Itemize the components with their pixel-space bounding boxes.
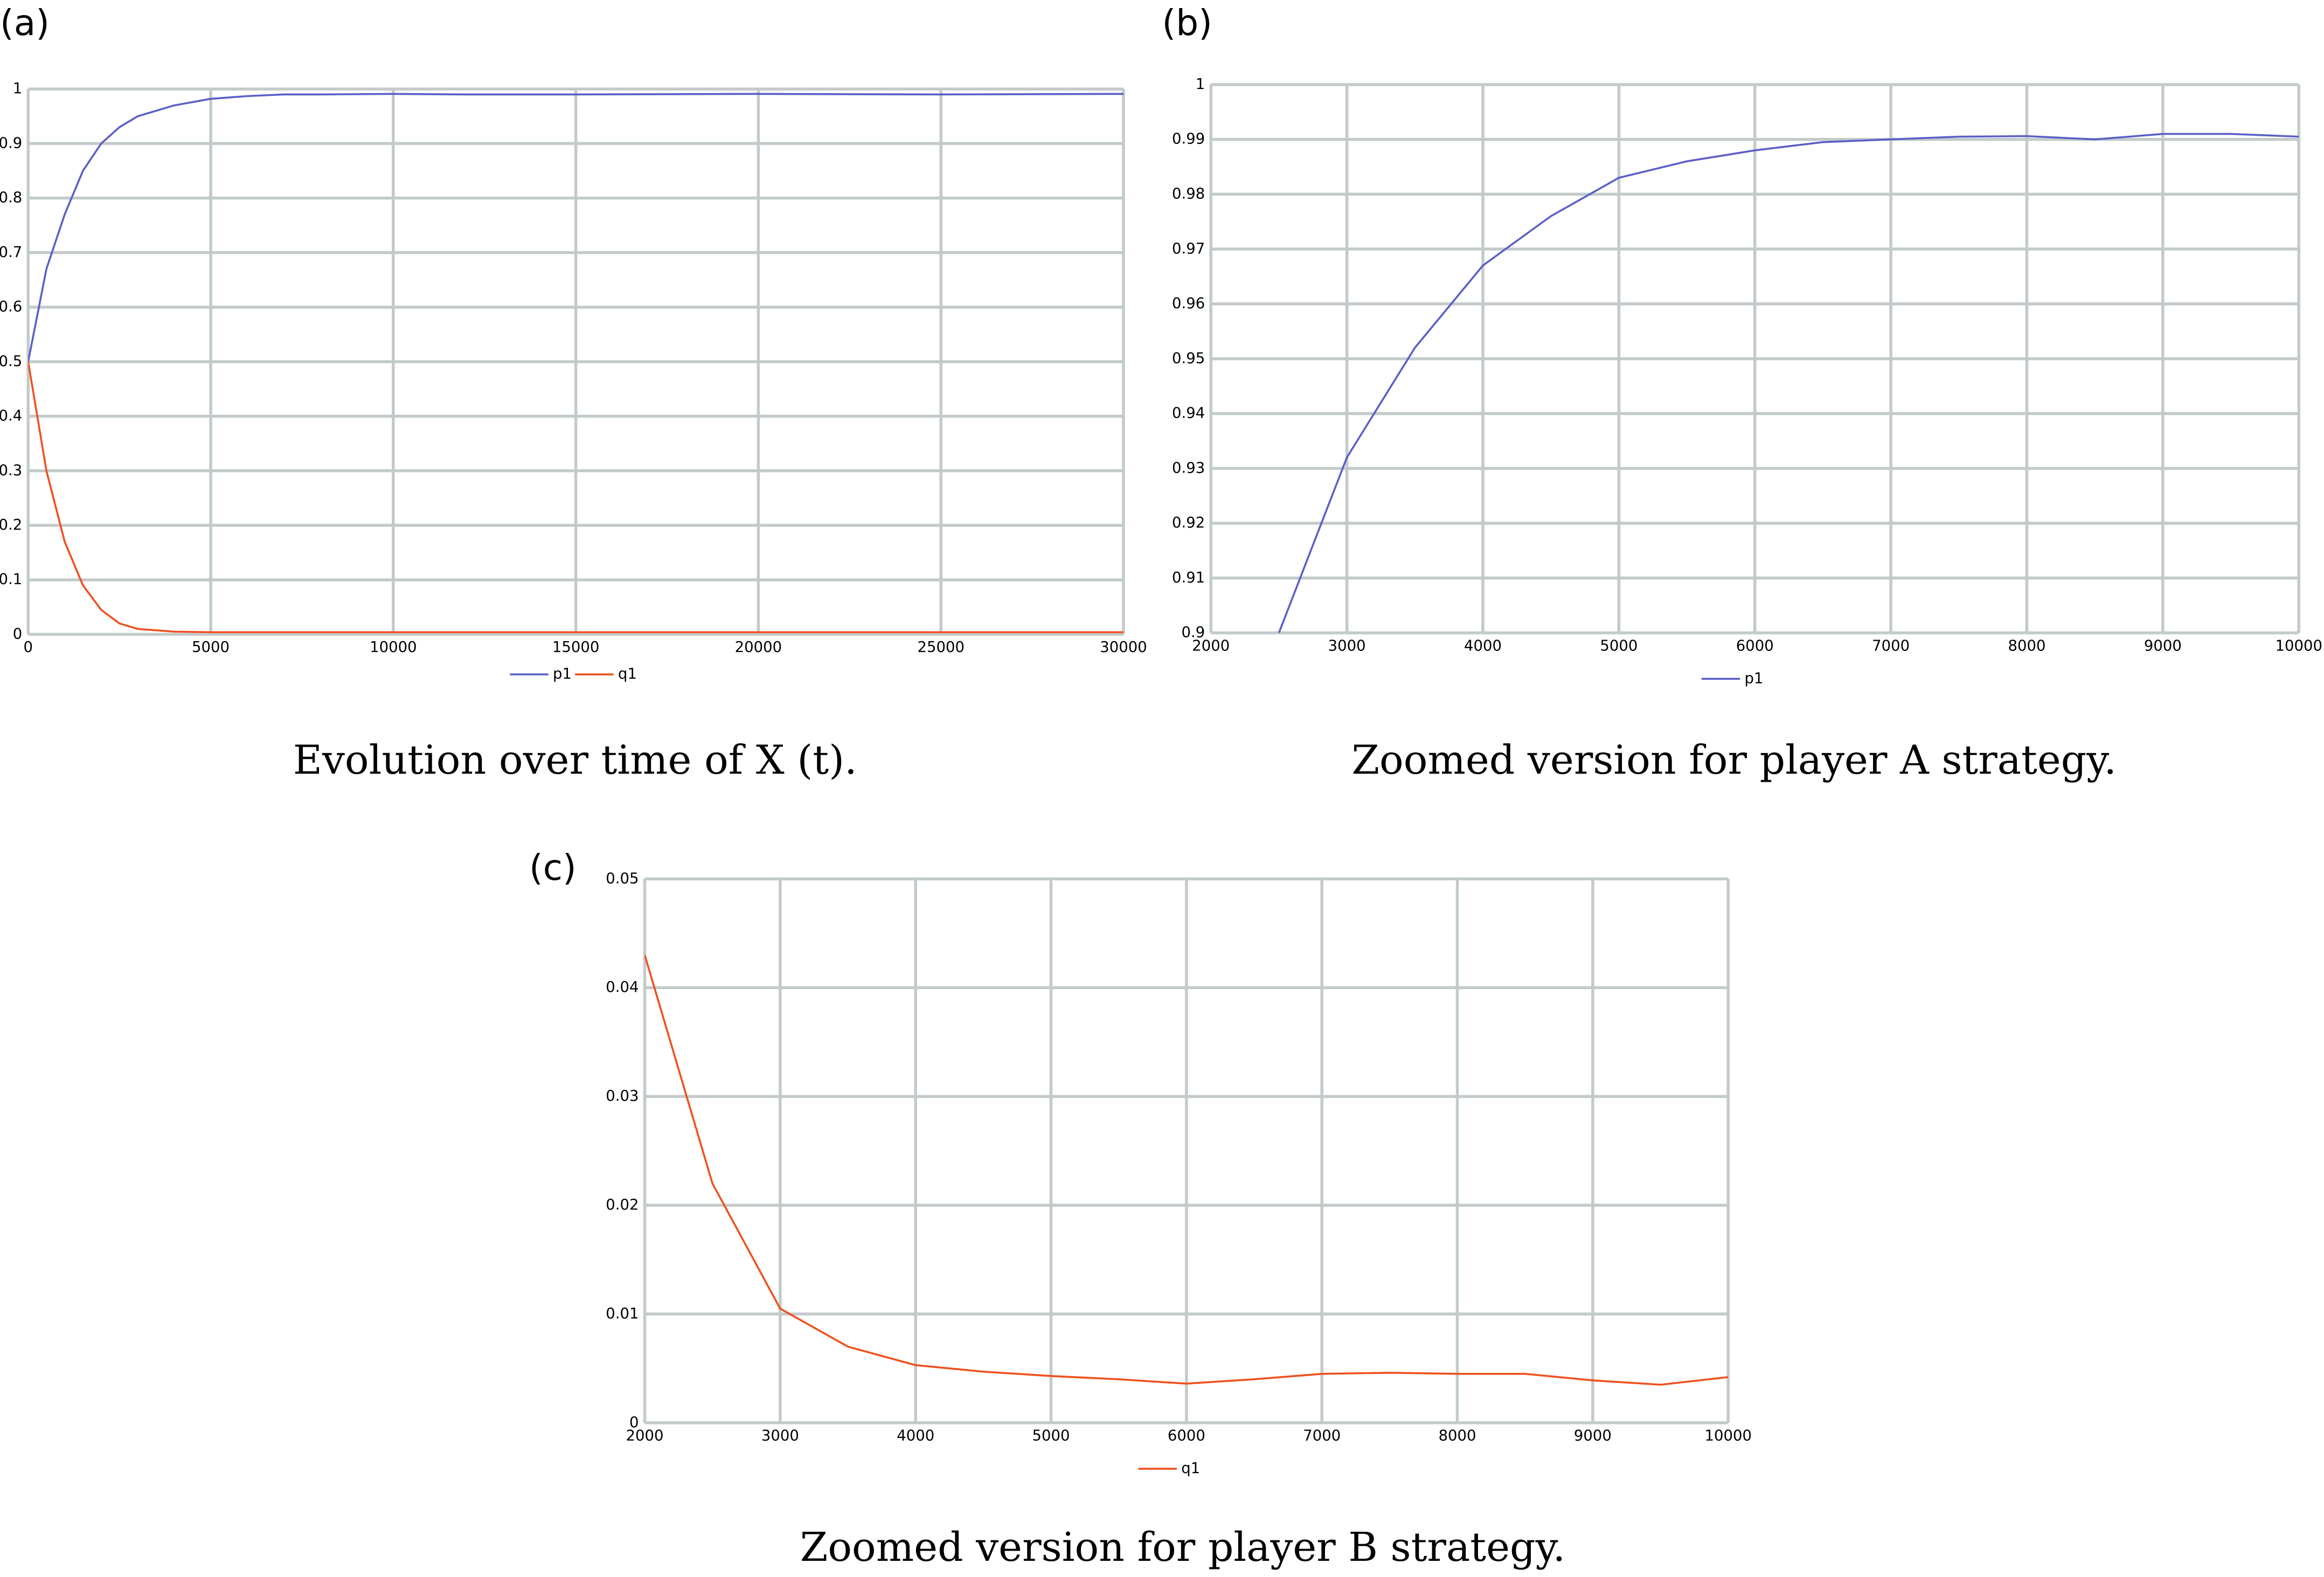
- x-tick-label: 6000: [1168, 1427, 1205, 1444]
- y-tick-label: 0.5: [0, 352, 22, 370]
- series-line: [28, 93, 1123, 362]
- y-tick-label: 0.95: [1172, 350, 1205, 367]
- x-tick-label: 5000: [192, 638, 230, 656]
- x-tick-label: 10000: [2275, 637, 2322, 654]
- y-tick-label: 0.3: [0, 462, 22, 479]
- y-tick-label: 0.91: [1172, 569, 1205, 586]
- y-tick-label: 0.05: [606, 870, 639, 887]
- y-tick-label: 0.97: [1172, 240, 1205, 257]
- y-tick-label: 0.98: [1172, 185, 1205, 202]
- x-tick-label: 7000: [1872, 637, 1910, 654]
- x-tick-label: 5000: [1032, 1427, 1070, 1444]
- y-tick-label: 0.93: [1172, 459, 1205, 476]
- series-line: [28, 362, 1123, 634]
- y-tick-label: 0.9: [1182, 624, 1205, 641]
- x-tick-label: 9000: [2144, 637, 2182, 654]
- caption: Zoomed version for player B strategy.: [800, 1524, 1566, 1571]
- y-tick-label: 0.9: [0, 134, 22, 151]
- panel-label: (a): [0, 2, 50, 44]
- y-tick-label: 1: [13, 80, 23, 97]
- x-tick-label: 8000: [1439, 1427, 1476, 1444]
- legend-label: q1: [618, 665, 637, 683]
- y-tick-label: 1: [1196, 75, 1205, 93]
- y-tick-label: 0.94: [1172, 405, 1205, 422]
- legend-label: p1: [1745, 670, 1764, 687]
- caption: Zoomed version for player A strategy.: [1351, 737, 2117, 783]
- caption: Evolution over time of X (t).: [293, 737, 857, 783]
- y-tick-label: 0.1: [0, 571, 22, 588]
- y-tick-label: 0.02: [606, 1196, 639, 1213]
- series-line: [644, 955, 1729, 1386]
- legend-label: q1: [1181, 1460, 1200, 1477]
- y-tick-label: 0.7: [0, 244, 22, 261]
- x-tick-label: 2000: [626, 1427, 664, 1444]
- x-tick-label: 10000: [1705, 1427, 1752, 1444]
- panel-label: (b): [1162, 2, 1212, 44]
- x-tick-label: 25000: [917, 638, 964, 656]
- y-tick-label: 0.92: [1172, 514, 1205, 531]
- x-tick-label: 20000: [735, 638, 782, 656]
- x-tick-label: 0: [24, 638, 33, 656]
- y-tick-label: 0: [629, 1414, 639, 1431]
- y-tick-label: 0.96: [1172, 295, 1205, 312]
- x-tick-label: 4000: [897, 1427, 934, 1444]
- x-tick-label: 3000: [761, 1427, 799, 1444]
- panel-label: (c): [529, 847, 577, 888]
- y-tick-label: 0.6: [0, 298, 22, 315]
- x-tick-label: 4000: [1464, 637, 1502, 654]
- x-tick-label: 7000: [1303, 1427, 1341, 1444]
- x-tick-label: 15000: [552, 638, 599, 656]
- y-tick-label: 0.03: [606, 1087, 639, 1104]
- x-tick-label: 6000: [1736, 637, 1774, 654]
- y-tick-label: 0.01: [606, 1305, 639, 1322]
- x-tick-label: 3000: [1328, 637, 1366, 654]
- x-tick-label: 30000: [1100, 638, 1147, 656]
- y-tick-label: 0.8: [0, 189, 22, 206]
- x-tick-label: 5000: [1600, 637, 1638, 654]
- y-tick-label: 0.2: [0, 516, 22, 533]
- x-tick-label: 10000: [370, 638, 417, 656]
- y-tick-label: 0.04: [606, 978, 639, 996]
- y-tick-label: 0.99: [1172, 130, 1205, 148]
- legend-label: p1: [553, 665, 572, 683]
- y-tick-label: 0: [13, 625, 23, 642]
- x-tick-label: 2000: [1192, 637, 1230, 654]
- y-tick-label: 0.4: [0, 407, 22, 425]
- x-tick-label: 8000: [2008, 637, 2045, 654]
- series-line: [1278, 133, 2299, 633]
- x-tick-label: 9000: [1574, 1427, 1612, 1444]
